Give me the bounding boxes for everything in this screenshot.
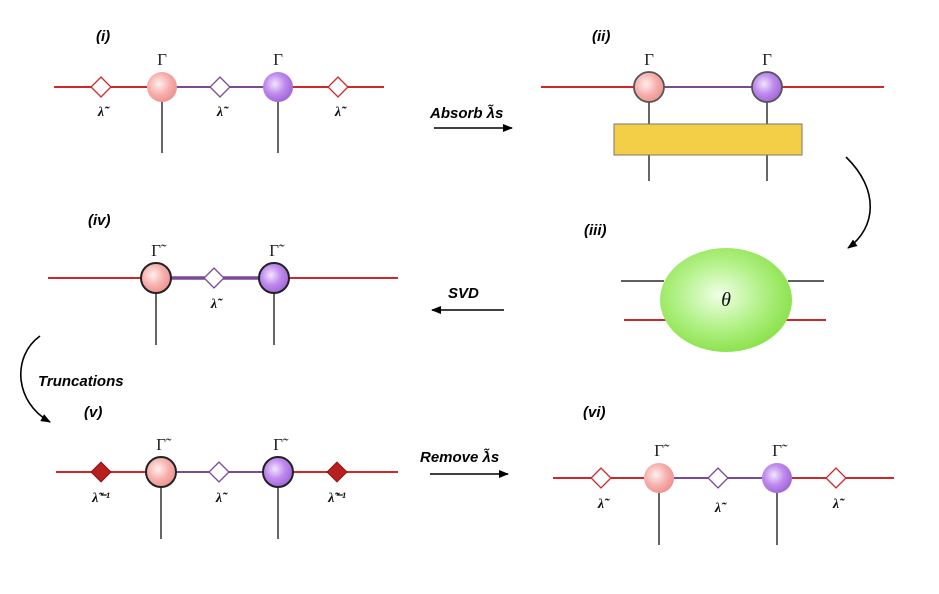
lambda-inv-label-left: λ̃⁻¹ [91, 491, 110, 506]
lambda-diamond-mid [203, 267, 225, 289]
gamma-node-a [145, 456, 177, 488]
step-remove-label: Remove λ̃s [420, 448, 499, 466]
panel-i-label: (i) [96, 28, 110, 45]
lambda-diamond-right [327, 76, 349, 98]
arrow-truncations [20, 335, 51, 423]
gamma-node-b [762, 463, 792, 493]
theta-tensor [660, 248, 792, 352]
step-svd-label: SVD [448, 285, 479, 302]
lambda-label-right: λ̃ [832, 497, 845, 512]
lambda-label-mid: λ̃ [215, 491, 228, 506]
panel-iv: (iv) Γ̃ Γ̃ λ̃ [48, 212, 398, 345]
gamma-label-b: Γ̃ [772, 441, 788, 460]
gamma-label-b: Γ̃ [269, 241, 285, 260]
gamma-node-a [633, 71, 665, 103]
gamma-label-a: Γ̃ [151, 241, 167, 260]
gamma-label-a: Γ̃ [654, 441, 670, 460]
step-absorb-label: Absorb λ̃s [429, 104, 503, 122]
panel-iii: (iii) θ [584, 222, 826, 352]
lambda-label-mid: λ̃ [210, 297, 223, 312]
gamma-node-b [263, 72, 293, 102]
lambda-diamond-mid [209, 76, 231, 98]
step-truncations: Truncations [20, 335, 124, 423]
gamma-node-a [147, 72, 177, 102]
step-svd: SVD [431, 285, 504, 314]
step-absorb: Absorb λ̃s [429, 104, 513, 132]
gamma-label-a: Γ̃ [156, 435, 172, 454]
lambda-diamond-mid [208, 461, 230, 483]
lambda-label-right: λ̃ [334, 105, 347, 120]
theta-label: θ [721, 289, 731, 311]
lambda-label-left: λ̃ [597, 497, 610, 512]
step-remove: Remove λ̃s [420, 448, 509, 478]
lambda-label-mid: λ̃ [714, 501, 727, 516]
lambda-label-left: λ̃ [97, 105, 110, 120]
gamma-node-a [140, 262, 172, 294]
lambda-inverse-diamond-left [90, 461, 112, 483]
panel-ii-label: (ii) [592, 28, 610, 45]
panel-v-label: (v) [84, 404, 102, 421]
panel-vi-label: (vi) [583, 404, 606, 421]
lambda-diamond-left [590, 467, 612, 489]
lambda-diamond-mid [707, 467, 729, 489]
gamma-label-b: Γ [273, 50, 283, 69]
gamma-node-b [262, 456, 294, 488]
panel-iii-label: (iii) [584, 222, 607, 239]
gamma-node-b [751, 71, 783, 103]
lambda-inverse-diamond-right [326, 461, 348, 483]
gamma-node-b [258, 262, 290, 294]
gamma-label-b: Γ̃ [273, 435, 289, 454]
panel-ii: (ii) Γ Γ [541, 28, 884, 181]
gamma-label-a: Γ [644, 50, 654, 69]
gamma-label-a: Γ [157, 50, 167, 69]
panel-i: (i) Γ Γ λ̃ λ̃ λ̃ [54, 28, 384, 153]
arrow-contract [845, 156, 871, 249]
lambda-diamond-left [90, 76, 112, 98]
lambda-diamond-right [825, 467, 847, 489]
panel-v: (v) Γ̃ Γ̃ λ̃⁻¹ λ̃ λ̃⁻¹ [56, 404, 398, 539]
step-truncations-label: Truncations [38, 373, 124, 390]
gate-block [613, 123, 803, 156]
gamma-label-b: Γ [762, 50, 772, 69]
panel-iv-label: (iv) [88, 212, 111, 229]
lambda-inv-label-right: λ̃⁻¹ [327, 491, 346, 506]
panel-vi: (vi) Γ̃ Γ̃ λ̃ λ̃ λ̃ [553, 404, 894, 545]
gamma-node-a [644, 463, 674, 493]
lambda-label-mid: λ̃ [216, 105, 229, 120]
